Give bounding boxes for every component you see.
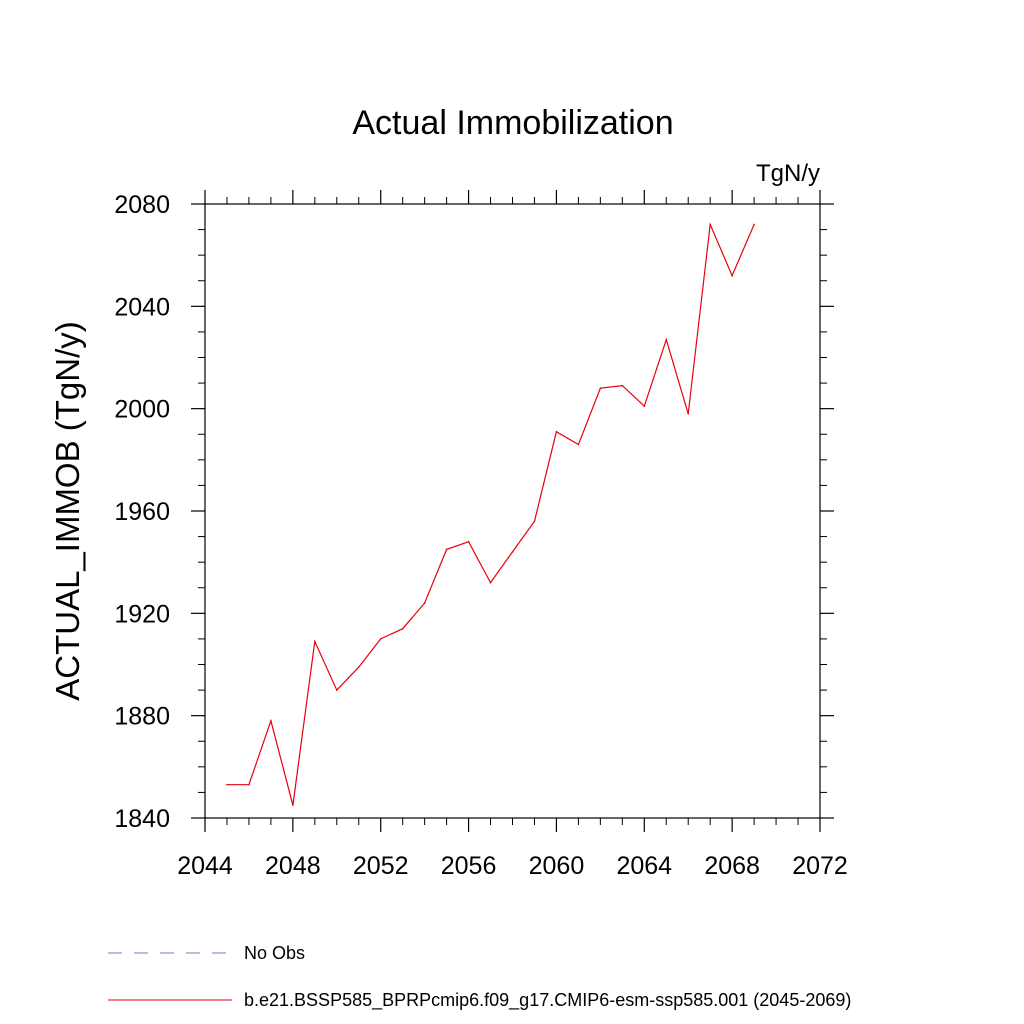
y-tick-label: 1960 — [114, 498, 170, 526]
y-tick-label: 2040 — [114, 293, 170, 321]
data-point — [555, 430, 558, 433]
y-tick-label: 1840 — [114, 805, 170, 833]
x-tick-label: 2068 — [704, 852, 760, 880]
data-point — [401, 627, 404, 630]
data-point — [423, 602, 426, 604]
y-axis-label: ACTUAL_IMMOB (TgN/y) — [49, 321, 86, 701]
chart-title: Actual Immobilization — [352, 104, 673, 142]
data-point — [357, 666, 360, 668]
y-tick-label: 1880 — [114, 703, 170, 731]
x-tick-label: 2044 — [177, 852, 233, 880]
x-tick-label: 2064 — [616, 852, 672, 880]
data-point — [753, 223, 755, 226]
legend-label: No Obs — [244, 943, 305, 963]
data-point — [665, 338, 668, 341]
data-point — [533, 520, 536, 523]
data-point — [731, 274, 733, 277]
data-point — [621, 384, 624, 387]
data-point — [687, 412, 690, 415]
data-point — [445, 548, 448, 551]
data-point — [577, 443, 580, 446]
y-tick-label: 1920 — [114, 600, 170, 628]
data-point — [248, 783, 250, 786]
series-line — [227, 222, 755, 806]
plot-frame — [204, 203, 821, 819]
data-point — [379, 638, 382, 640]
legend-label: b.e21.BSSP585_BPRPcmip6.f09_g17.CMIP6-es… — [244, 990, 851, 1011]
y-tick-label: 2000 — [114, 396, 170, 424]
data-point — [335, 689, 338, 691]
legend: No Obs b.e21.BSSP585_BPRPcmip6.f09_g17.CM… — [108, 943, 851, 1011]
data-point — [709, 223, 711, 226]
data-point — [467, 540, 470, 543]
x-tick-label: 2056 — [441, 852, 497, 880]
data-point — [226, 783, 228, 786]
data-point — [511, 551, 514, 553]
data-point — [292, 804, 294, 807]
data-point — [643, 405, 646, 407]
axis-ticks: 2044 2048 2052 2056 2060 2064 2068 2072 1840 1880… — [114, 190, 848, 880]
x-tick-label: 2048 — [265, 852, 321, 880]
series-group — [226, 222, 755, 807]
units-label: TgN/y — [756, 160, 820, 187]
x-tick-label: 2052 — [353, 852, 409, 880]
data-point — [599, 387, 602, 390]
data-point — [314, 640, 316, 643]
x-tick-label: 2060 — [529, 852, 585, 880]
y-tick-label: 2080 — [114, 191, 170, 219]
data-point — [489, 581, 492, 584]
data-point — [270, 719, 272, 722]
x-tick-label: 2072 — [792, 852, 848, 880]
